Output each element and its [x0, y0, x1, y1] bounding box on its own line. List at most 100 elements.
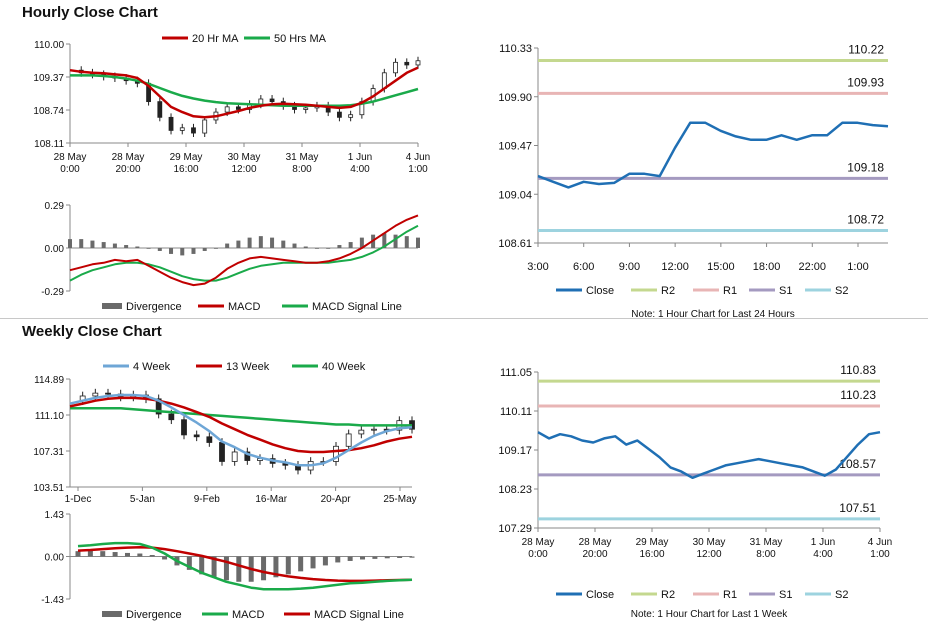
hourly-macd-divergence-bar: [135, 246, 140, 248]
weekly-1w-legend-label: Close: [586, 589, 614, 601]
weekly-1w-ytick-label: 109.17: [498, 445, 532, 457]
weekly-price-13week-line: [69, 396, 413, 454]
weekly-1w-xtick-label: 20:00: [582, 549, 607, 560]
hourly-macd-divergence-bar: [314, 248, 319, 249]
weekly-macd-divergence-bar: [199, 556, 205, 575]
weekly-1w-xtick-label: 28 May: [579, 537, 612, 548]
weekly-1w-ytick-label: 110.11: [500, 406, 532, 418]
hourly-24h-xtick-label: 3:00: [527, 261, 548, 273]
weekly-section-title: Weekly Close Chart: [22, 323, 162, 340]
weekly-macd-divergence-bar: [186, 556, 192, 570]
weekly-price-candle-body: [244, 451, 251, 461]
hourly-macd-divergence-bar: [191, 248, 196, 254]
hourly-price-xtick-label: 4:00: [350, 164, 370, 175]
hourly-macd-divergence-bar: [101, 242, 106, 248]
weekly-price-candle-body: [219, 442, 225, 462]
hourly-price-ytick-label: 109.37: [33, 73, 64, 84]
section-divider: [0, 318, 928, 319]
hourly-24h-level-r1-label: 109.93: [847, 75, 884, 89]
hourly-price-xtick-label: 1 Jun: [348, 152, 372, 163]
hourly-price-xtick-label: 31 May: [286, 152, 319, 163]
hourly-macd-divergence-bar: [180, 248, 185, 256]
weekly-macd-signal-line: [77, 546, 413, 583]
weekly-macd-legend-label: MACD: [232, 609, 264, 621]
hourly-macd-ytick-label: 0.29: [45, 201, 65, 212]
hourly-macd-signal-line: [69, 224, 419, 282]
hourly-macd-legend-swatch: [102, 303, 122, 309]
hourly-24h-legend-label: S2: [835, 285, 848, 297]
hourly-price-candle-body: [404, 61, 410, 66]
hourly-price-ma20-line: [69, 66, 419, 119]
hourly-macd-divergence-bar: [382, 233, 387, 248]
hourly-24h-xtick-label: 22:00: [799, 261, 827, 273]
weekly-price-legend-label: 13 Week: [226, 361, 270, 373]
hourly-price-candle-body: [415, 60, 421, 66]
hourly-price-ytick-label: 110.00: [34, 40, 64, 51]
hourly-macd-divergence-bar: [124, 245, 129, 248]
weekly-macd-divergence-bar: [211, 556, 217, 578]
hourly-macd-legend-label: Divergence: [126, 301, 182, 313]
weekly-macd-divergence-bar: [112, 552, 118, 557]
weekly-price-ytick-label: 107.31: [33, 447, 64, 458]
hourly-macd-divergence-bar: [337, 245, 342, 248]
weekly-1w-ytick-label: 111.05: [500, 367, 532, 379]
hourly-macd-divergence-bar: [292, 243, 297, 248]
weekly-macd-legend-label: Divergence: [126, 609, 182, 621]
weekly-1w-legend-label: R2: [661, 589, 675, 601]
weekly-macd-legend-label: MACD Signal Line: [314, 609, 404, 621]
hourly-24h-level-s1-label: 109.18: [847, 160, 884, 174]
hourly-price-xtick-label: 20:00: [115, 164, 140, 175]
hourly-price-xtick-label: 12:00: [231, 164, 256, 175]
weekly-price-candle-body: [155, 398, 162, 415]
weekly-macd-divergence-bar: [310, 556, 316, 569]
weekly-1w-level-r1-label: 110.23: [840, 388, 876, 402]
weekly-price-xtick-label: 9-Feb: [194, 494, 221, 505]
hourly-macd-divergence-bar: [359, 237, 364, 248]
hourly-24h-ytick-label: 108.61: [498, 238, 532, 250]
hourly-24h-xtick-label: 18:00: [753, 261, 781, 273]
weekly-1w-xtick-label: 8:00: [756, 549, 776, 560]
hourly-24h-level-r2-label: 110.22: [848, 42, 884, 56]
weekly-1w-ytick-label: 107.29: [498, 523, 532, 535]
weekly-1w-xtick-label: 16:00: [639, 549, 664, 560]
weekly-1w-legend-label: R1: [723, 589, 737, 601]
hourly-price-candle-body: [337, 111, 342, 118]
weekly-1w-close-line: [537, 430, 881, 480]
weekly-price-ytick-label: 103.51: [33, 483, 64, 494]
weekly-price-legend-label: 4 Week: [133, 361, 171, 373]
weekly-macd-ytick-label: 0.00: [45, 553, 65, 564]
weekly-macd-legend-swatch: [102, 611, 122, 617]
weekly-price-ytick-label: 111.10: [35, 411, 65, 422]
hourly-macd-divergence-bar: [270, 237, 275, 248]
hourly-price-xtick-label: 1:00: [408, 164, 428, 175]
hourly-macd-divergence-bar: [404, 236, 409, 248]
weekly-1w-xtick-label: 12:00: [696, 549, 721, 560]
hourly-macd-divergence-bar: [393, 234, 398, 248]
weekly-macd-divergence-bar: [75, 551, 81, 557]
hourly-24h-xtick-label: 12:00: [661, 261, 689, 273]
hourly-macd-divergence-bar: [348, 242, 353, 248]
hourly-macd-divergence-bar: [281, 240, 286, 248]
hourly-price-candle-body: [348, 114, 354, 118]
hourly-macd-divergence-bar: [68, 239, 72, 248]
weekly-macd-divergence-bar: [273, 556, 279, 578]
hourly-price-candle-body: [258, 98, 264, 105]
hourly-macd-legend-label: MACD: [228, 301, 260, 313]
hourly-price-candle-body: [393, 61, 398, 74]
weekly-price-xtick-label: 5-Jan: [130, 494, 155, 505]
weekly-macd-divergence-bar: [124, 552, 130, 557]
hourly-price-candle-body: [157, 101, 163, 118]
hourly-section-title: Hourly Close Chart: [22, 4, 158, 21]
hourly-24h-xtick-label: 9:00: [619, 261, 640, 273]
hourly-price-xtick-label: 8:00: [292, 164, 312, 175]
hourly-price-candle-body: [235, 106, 241, 110]
hourly-price-candle-body: [168, 116, 174, 131]
weekly-1w-xtick-label: 1 Jun: [811, 537, 835, 548]
weekly-macd-divergence-bar: [87, 550, 93, 557]
hourly-24h-xtick-label: 6:00: [573, 261, 594, 273]
hourly-macd-divergence-bar: [247, 237, 252, 248]
weekly-price-candle-body: [333, 445, 339, 462]
weekly-1w-xtick-label: 4:00: [813, 549, 833, 560]
weekly-macd-divergence-bar: [409, 556, 415, 558]
